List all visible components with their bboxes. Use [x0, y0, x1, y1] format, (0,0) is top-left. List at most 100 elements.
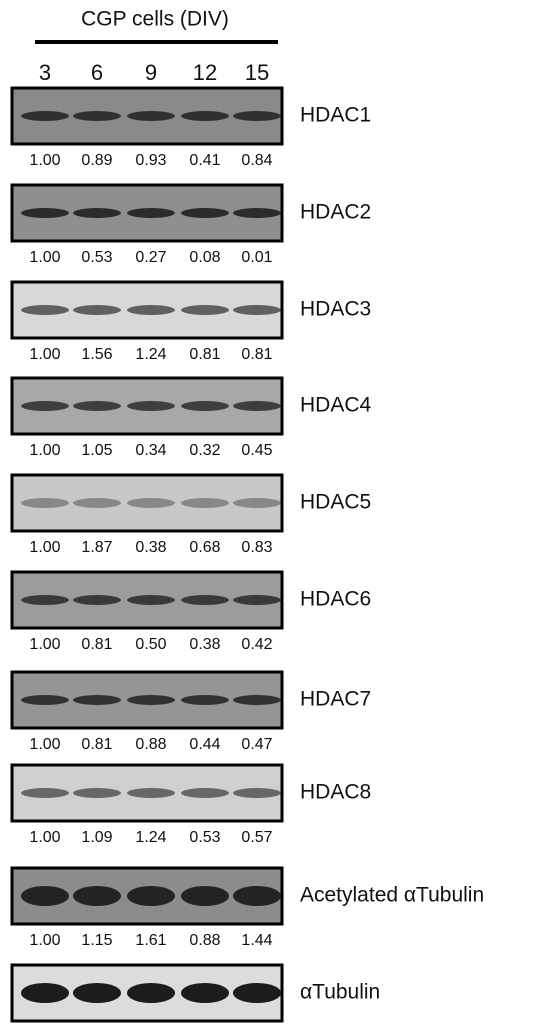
lane-label: 9 [145, 60, 157, 85]
quant-value: 1.61 [135, 932, 166, 949]
blot-label: HDAC3 [300, 298, 371, 321]
band [233, 788, 281, 798]
band [73, 595, 121, 605]
quant-value: 0.38 [135, 539, 166, 556]
band [21, 595, 69, 605]
quant-value: 1.24 [135, 346, 166, 363]
quant-value: 0.45 [241, 442, 272, 459]
quant-value: 1.44 [241, 932, 272, 949]
band [21, 983, 69, 1003]
quant-value: 0.08 [189, 249, 220, 266]
band [127, 208, 175, 218]
quant-value: 1.56 [81, 346, 112, 363]
band [181, 208, 229, 218]
blot [12, 572, 282, 628]
band [181, 498, 229, 508]
band [73, 788, 121, 798]
band [73, 886, 121, 906]
blot-label: HDAC5 [300, 491, 371, 514]
blot [12, 378, 282, 434]
quant-value: 1.00 [29, 442, 60, 459]
band [127, 695, 175, 705]
quant-value: 0.27 [135, 249, 166, 266]
quant-value: 0.81 [81, 736, 112, 753]
quant-value: 1.00 [29, 736, 60, 753]
quant-value: 0.89 [81, 152, 112, 169]
quant-value: 0.34 [135, 442, 166, 459]
lane-label: 6 [91, 60, 103, 85]
blot [12, 185, 282, 241]
band [127, 595, 175, 605]
blot [12, 88, 282, 144]
lane-label: 12 [193, 60, 217, 85]
quant-value: 1.00 [29, 346, 60, 363]
blot [12, 965, 282, 1021]
band [181, 305, 229, 315]
quant-value: 0.01 [241, 249, 272, 266]
quant-value: 0.41 [189, 152, 220, 169]
quant-value: 0.84 [241, 152, 272, 169]
band [73, 208, 121, 218]
band [127, 401, 175, 411]
blot-label: Acetylated αTubulin [300, 884, 484, 907]
quant-value: 1.00 [29, 932, 60, 949]
band [21, 305, 69, 315]
quant-value: 0.53 [189, 829, 220, 846]
quant-value: 0.81 [241, 346, 272, 363]
band [233, 595, 281, 605]
quant-value: 0.88 [189, 932, 220, 949]
quant-value: 0.83 [241, 539, 272, 556]
blot [12, 475, 282, 531]
band [181, 886, 229, 906]
blot [12, 765, 282, 821]
quant-value: 0.93 [135, 152, 166, 169]
band [233, 305, 281, 315]
blot [12, 282, 282, 338]
band [73, 498, 121, 508]
band [21, 788, 69, 798]
band [73, 305, 121, 315]
quant-value: 1.24 [135, 829, 166, 846]
lane-label: 15 [245, 60, 269, 85]
quant-value: 1.00 [29, 249, 60, 266]
quant-value: 0.38 [189, 636, 220, 653]
quant-value: 1.00 [29, 636, 60, 653]
band [73, 983, 121, 1003]
band [233, 695, 281, 705]
band [73, 695, 121, 705]
quant-value: 0.47 [241, 736, 272, 753]
band [127, 788, 175, 798]
blot-label: HDAC6 [300, 588, 371, 611]
quant-value: 1.15 [81, 932, 112, 949]
band [127, 983, 175, 1003]
band [127, 111, 175, 121]
band [233, 111, 281, 121]
quant-value: 0.81 [81, 636, 112, 653]
blot-label: HDAC1 [300, 104, 371, 127]
band [233, 983, 281, 1003]
quant-value: 1.00 [29, 152, 60, 169]
quant-value: 1.00 [29, 829, 60, 846]
band [233, 401, 281, 411]
quant-value: 1.87 [81, 539, 112, 556]
quant-value: 1.05 [81, 442, 112, 459]
blot-label: HDAC7 [300, 688, 371, 711]
blot-label: HDAC8 [300, 781, 371, 804]
band [181, 595, 229, 605]
band [21, 498, 69, 508]
band [181, 401, 229, 411]
band [21, 208, 69, 218]
band [73, 401, 121, 411]
blot-label: HDAC2 [300, 201, 371, 224]
band [21, 401, 69, 411]
band [21, 695, 69, 705]
quant-value: 0.42 [241, 636, 272, 653]
band [181, 983, 229, 1003]
band [127, 305, 175, 315]
band [181, 111, 229, 121]
quant-value: 0.68 [189, 539, 220, 556]
band [73, 111, 121, 121]
band [233, 886, 281, 906]
quant-value: 0.53 [81, 249, 112, 266]
blot [12, 868, 282, 924]
